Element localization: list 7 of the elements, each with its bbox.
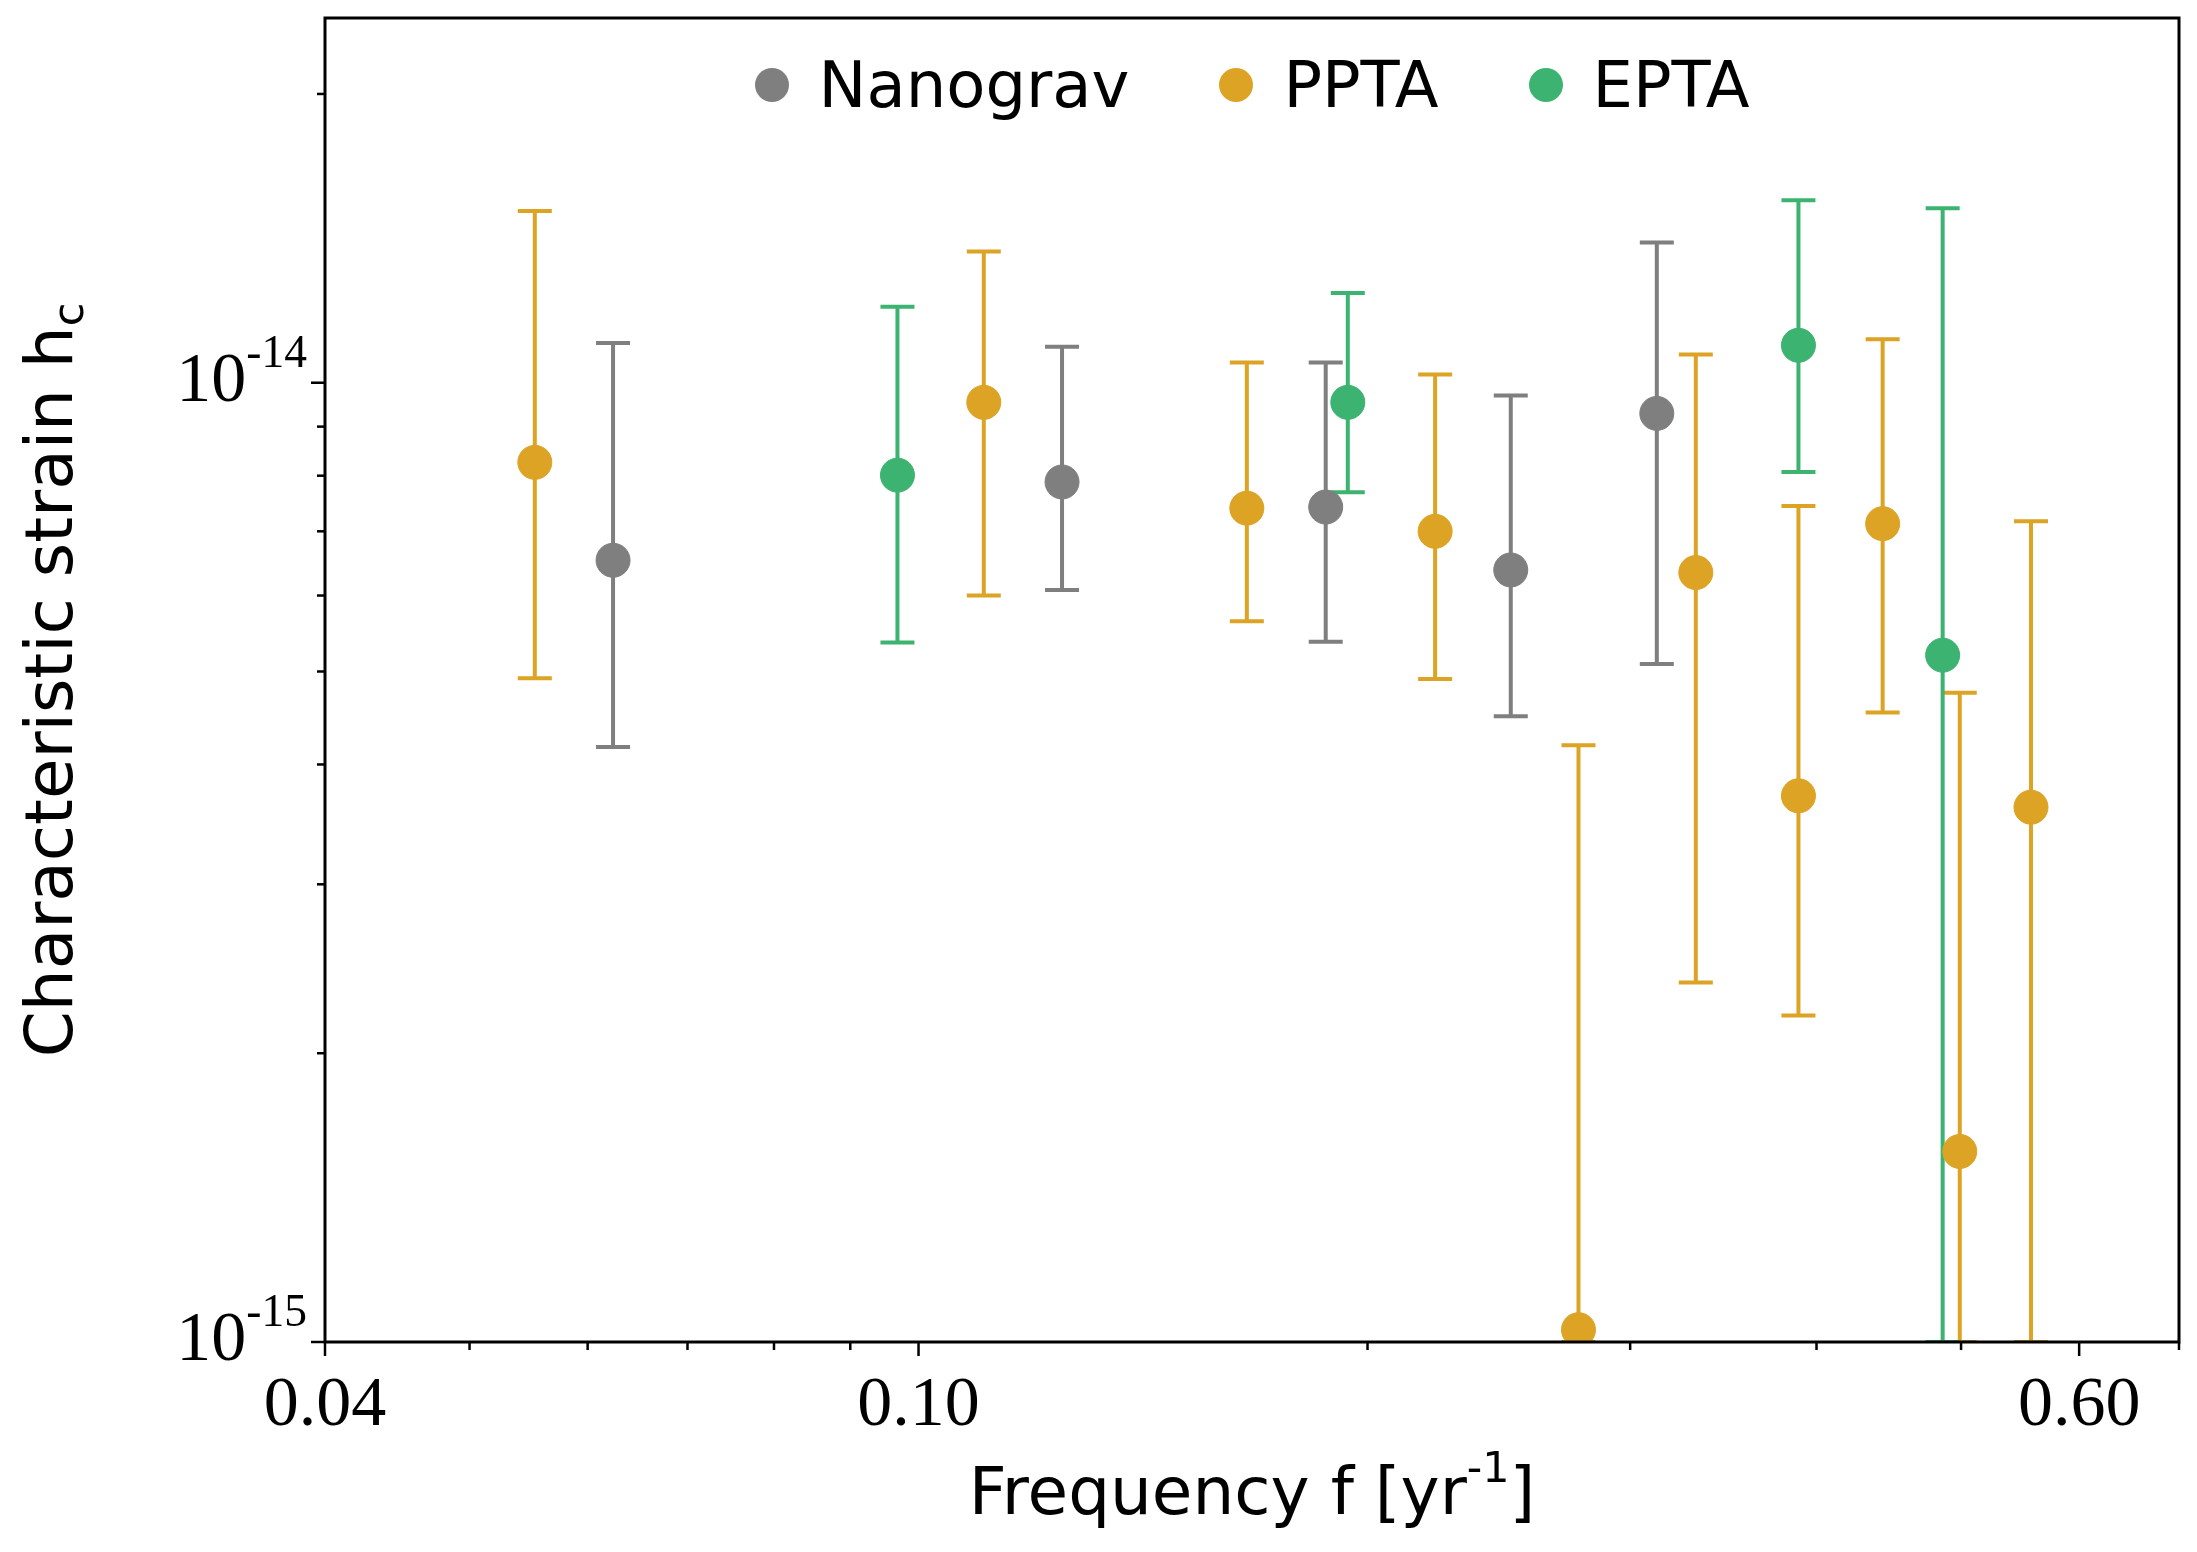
y-axis-title: Characteristic strain hc bbox=[11, 302, 93, 1058]
x-tick-label: 0.10 bbox=[857, 1363, 980, 1441]
legend-label: Nanograv bbox=[818, 48, 1130, 122]
x-tick-label: 0.04 bbox=[263, 1363, 387, 1441]
legend-label: EPTA bbox=[1592, 48, 1750, 122]
x-tick-label: 0.60 bbox=[2017, 1363, 2141, 1441]
legend-label: PPTA bbox=[1283, 48, 1439, 122]
